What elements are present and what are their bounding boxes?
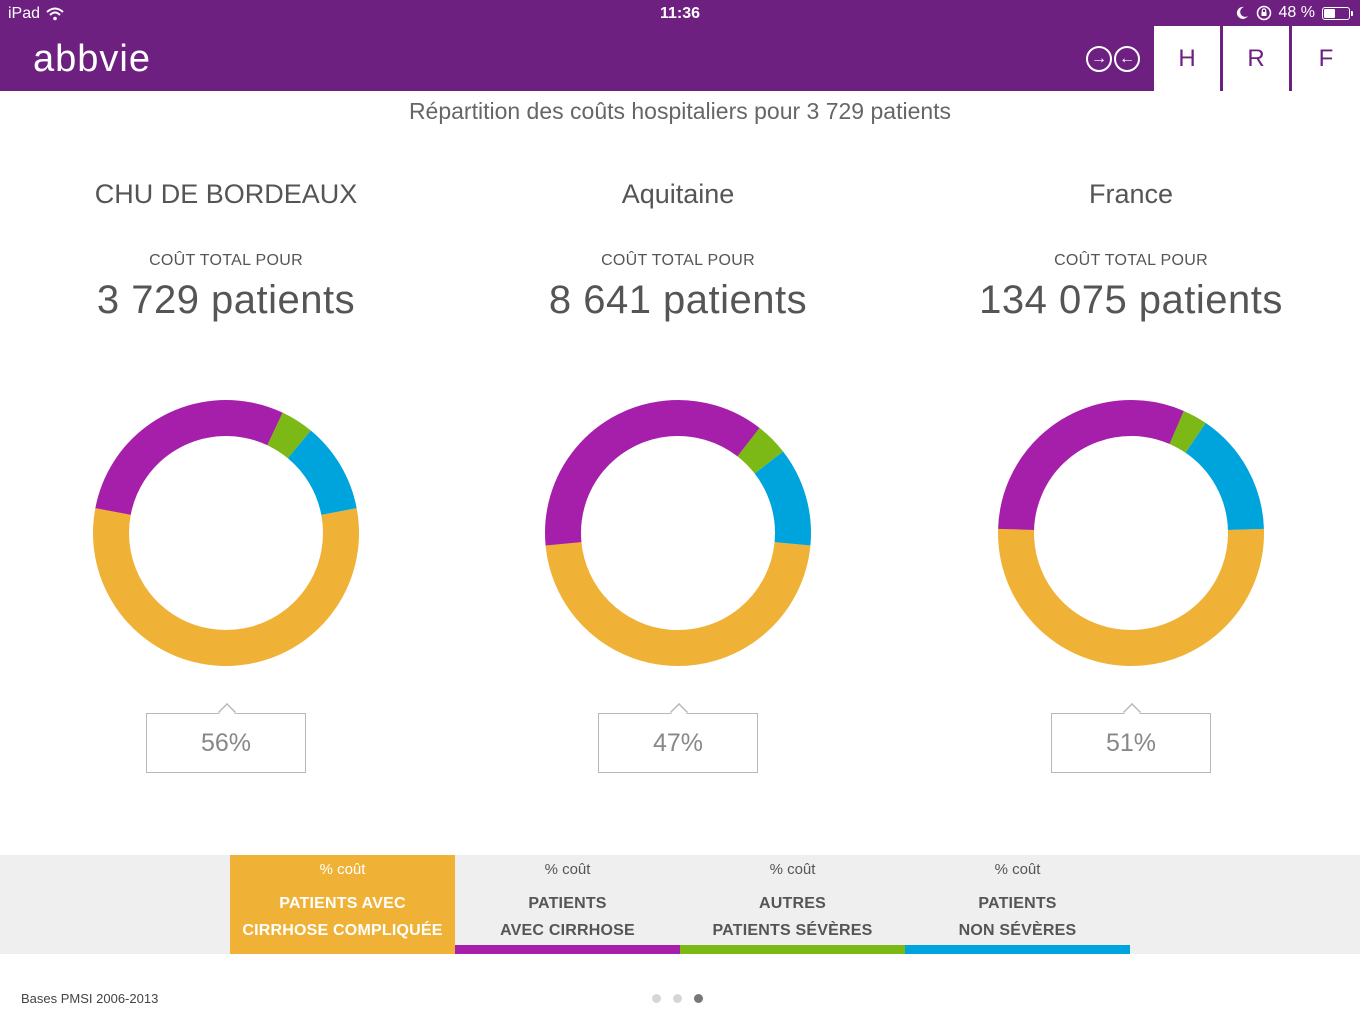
source-footnote: Bases PMSI 2006-2013	[21, 991, 159, 1006]
legend-pct: % coût	[994, 861, 1041, 878]
battery-icon	[1322, 6, 1353, 20]
callout-pointer	[670, 703, 688, 721]
legend-item-non-severes[interactable]: % coût PATIENTS NON SÉVÈRES	[905, 855, 1130, 954]
page-dot[interactable]	[673, 994, 682, 1003]
battery-percent: 48 %	[1278, 4, 1315, 21]
page-dot[interactable]	[652, 994, 661, 1003]
legend-pct: % coût	[769, 861, 816, 878]
legend-color-stripe	[905, 945, 1130, 954]
column-caption: COÛT TOTAL POUR	[601, 252, 755, 269]
donut-chart-aquitaine[interactable]	[543, 398, 813, 668]
callout-aquitaine: 47%	[598, 703, 758, 773]
callout-value: 47%	[652, 729, 704, 757]
tab-h[interactable]: H	[1154, 26, 1220, 91]
arrow-forward-icon[interactable]: →	[1086, 46, 1112, 72]
tab-f[interactable]: F	[1292, 26, 1360, 91]
page-dot-current[interactable]	[694, 994, 703, 1003]
legend-label: AUTRES PATIENTS SÉVÈRES	[680, 890, 905, 944]
column-chu-bordeaux: CHU DE BORDEAUX COÛT TOTAL POUR 3 729 pa…	[0, 170, 452, 323]
legend-line: AVEC CIRRHOSE	[500, 922, 635, 939]
callout-chu-bordeaux: 56%	[146, 703, 306, 773]
legend-color-stripe	[455, 945, 680, 954]
legend-item-cirrhose-compliquee[interactable]: % coût PATIENTS AVEC CIRRHOSE COMPLIQUÉE	[230, 855, 455, 954]
segment-cirrhose[interactable]	[998, 400, 1264, 666]
legend-bar: % coût PATIENTS AVEC CIRRHOSE COMPLIQUÉE…	[0, 855, 1360, 954]
page-indicator	[652, 994, 703, 1003]
segment-non-severes[interactable]	[996, 398, 1266, 668]
legend-label: PATIENTS AVEC CIRRHOSE COMPLIQUÉE	[230, 890, 455, 944]
legend-color-stripe	[680, 945, 905, 954]
legend-line: PATIENTS	[978, 895, 1057, 912]
battery-level	[1324, 8, 1336, 18]
callout-value: 56%	[200, 729, 252, 757]
tab-r[interactable]: R	[1223, 26, 1289, 91]
legend-line: CIRRHOSE COMPLIQUÉE	[242, 922, 443, 939]
donut-chart-france[interactable]	[996, 398, 1266, 668]
callout-pointer	[218, 703, 236, 721]
callout-value: 51%	[1105, 729, 1157, 757]
column-caption: COÛT TOTAL POUR	[149, 252, 303, 269]
arrow-back-icon[interactable]: ←	[1114, 46, 1140, 72]
segment-cirrhose[interactable]	[91, 398, 360, 667]
segment-cirrhose[interactable]	[545, 400, 811, 666]
moon-icon	[1236, 6, 1248, 19]
column-caption: COÛT TOTAL POUR	[1054, 252, 1208, 269]
segment-autres-severes[interactable]	[91, 398, 361, 668]
status-time: 11:36	[659, 5, 701, 22]
column-patient-count: 8 641 patients	[548, 278, 808, 322]
callout-france: 51%	[1051, 703, 1211, 773]
status-left: iPad	[8, 5, 64, 23]
wifi-icon	[46, 7, 64, 21]
column-title: CHU DE BORDEAUX	[94, 179, 358, 209]
segment-non-severes[interactable]	[543, 398, 813, 668]
callout-pointer	[1123, 703, 1141, 721]
legend-line: AUTRES	[759, 895, 826, 912]
legend-line: PATIENTS SÉVÈRES	[712, 922, 873, 939]
column-patient-count: 134 075 patients	[979, 278, 1283, 322]
legend-pct: % coût	[319, 861, 366, 878]
segment-autres-severes[interactable]	[543, 398, 813, 668]
segment-cirrhose-compliquee[interactable]	[91, 398, 360, 667]
legend-label: PATIENTS NON SÉVÈRES	[905, 890, 1130, 944]
device-label: iPad	[8, 5, 41, 22]
legend-line: PATIENTS	[528, 895, 607, 912]
column-title: Aquitaine	[621, 179, 735, 209]
legend-item-cirrhose[interactable]: % coût PATIENTS AVEC CIRRHOSE	[455, 855, 680, 954]
legend-line: NON SÉVÈRES	[958, 922, 1077, 939]
segment-autres-severes[interactable]	[996, 398, 1266, 668]
column-france: France COÛT TOTAL POUR 134 075 patients	[905, 170, 1357, 323]
legend-line: PATIENTS AVEC	[279, 895, 406, 912]
status-right: 48 %	[1235, 4, 1353, 22]
legend-pct: % coût	[544, 861, 591, 878]
nav-arrows: → ←	[1086, 46, 1140, 72]
page-subtitle: Répartition des coûts hospitaliers pour …	[408, 98, 952, 124]
column-patient-count: 3 729 patients	[96, 278, 356, 322]
app-header: iPad 11:36 48 % abbvie → ← H R F	[0, 0, 1360, 91]
abbvie-logo: abbvie	[33, 38, 151, 80]
legend-label: PATIENTS AVEC CIRRHOSE	[455, 890, 680, 944]
rotation-lock-icon	[1256, 5, 1271, 21]
donut-chart-chu-bordeaux[interactable]	[91, 398, 361, 668]
segment-non-severes[interactable]	[91, 398, 361, 668]
legend-item-autres-severes[interactable]: % coût AUTRES PATIENTS SÉVÈRES	[680, 855, 905, 954]
column-title: France	[1088, 179, 1174, 209]
column-aquitaine: Aquitaine COÛT TOTAL POUR 8 641 patients	[452, 170, 904, 323]
